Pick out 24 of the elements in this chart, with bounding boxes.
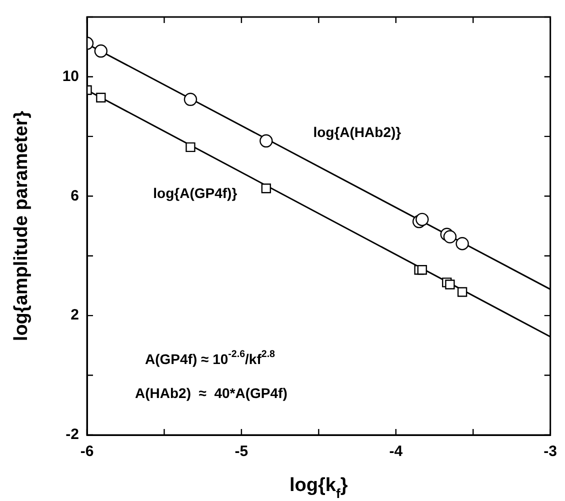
y-tick-label: -2 — [66, 426, 79, 444]
annotation: A(HAb2) ≈ 40*A(GP4f) — [135, 385, 288, 402]
y-axis-title: log{amplitude parameter} — [11, 110, 32, 342]
y-tick-label: 2 — [70, 306, 79, 324]
point — [96, 92, 106, 102]
y-tick-label: 10 — [62, 68, 79, 85]
point — [261, 184, 271, 194]
x-tick-label: -3 — [544, 443, 558, 460]
point — [456, 237, 469, 250]
point — [184, 92, 198, 106]
point — [94, 44, 108, 58]
y-tick-label: 6 — [70, 187, 79, 204]
text: log{A(HAb2)} — [313, 124, 402, 140]
point — [417, 265, 427, 275]
point — [416, 212, 429, 226]
x-tick-label: -5 — [234, 443, 248, 460]
point — [457, 287, 468, 297]
x-tick-label: -4 — [389, 443, 404, 460]
point — [445, 280, 455, 290]
point — [260, 134, 273, 148]
x-tick-label: -6 — [80, 443, 94, 460]
series-label: log{A(GP4f)} — [153, 185, 238, 202]
point — [186, 142, 196, 152]
point — [443, 230, 457, 244]
